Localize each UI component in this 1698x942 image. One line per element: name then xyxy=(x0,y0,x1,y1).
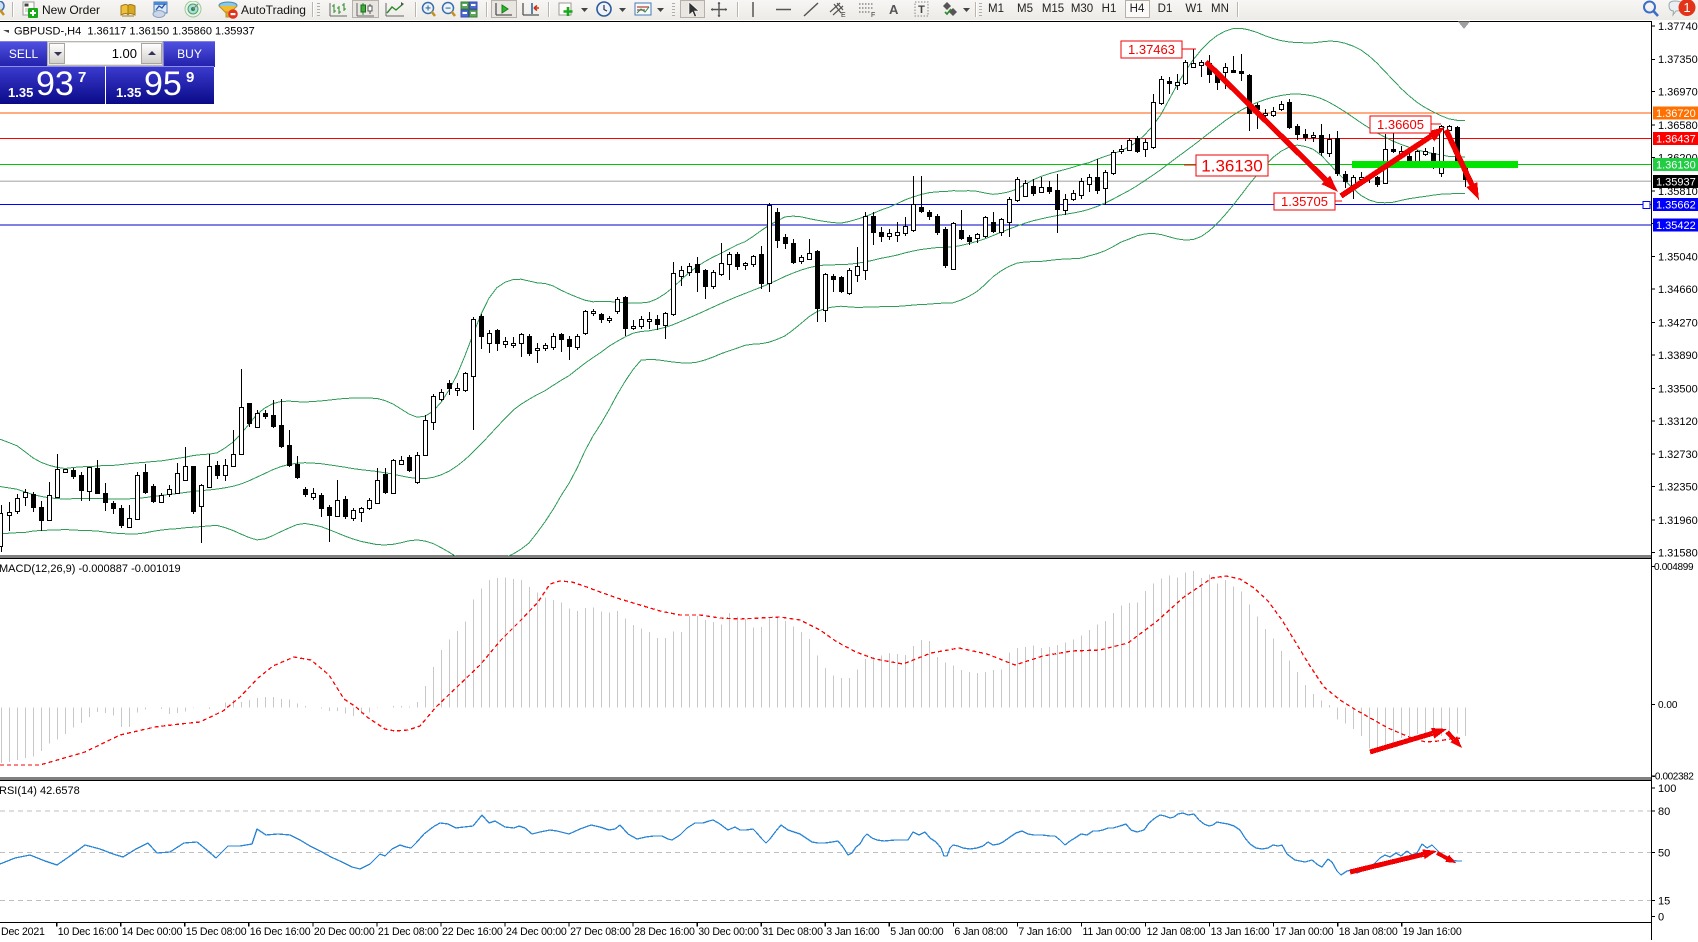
svg-text:1.35810: 1.35810 xyxy=(1658,186,1698,198)
svg-text:1.35937: 1.35937 xyxy=(1656,176,1696,188)
svg-text:1.36437: 1.36437 xyxy=(1656,133,1696,145)
svg-text:15: 15 xyxy=(1658,896,1670,908)
svg-text:1.36605: 1.36605 xyxy=(1377,117,1424,132)
svg-text:1.37463: 1.37463 xyxy=(1128,42,1175,57)
svg-text:14 Dec 00:00: 14 Dec 00:00 xyxy=(122,926,183,938)
svg-text:12 Jan 08:00: 12 Jan 08:00 xyxy=(1147,926,1206,938)
svg-text:1: 1 xyxy=(1683,0,1690,15)
svg-text:11 Jan 00:00: 11 Jan 00:00 xyxy=(1083,926,1141,938)
svg-text:17 Jan 00:00: 17 Jan 00:00 xyxy=(1275,926,1334,938)
svg-text:GBPUSD-,H4 1.36117 1.36150 1.: GBPUSD-,H4 1.36117 1.36150 1.35860 1.359… xyxy=(14,26,255,38)
svg-text:MACD(12,26,9) -0.000887 -0.001: MACD(12,26,9) -0.000887 -0.001019 xyxy=(0,563,181,575)
svg-text:1.33500: 1.33500 xyxy=(1658,383,1698,395)
svg-text:1.35662: 1.35662 xyxy=(1656,200,1696,212)
svg-text:6 Jan 08:00: 6 Jan 08:00 xyxy=(954,926,1007,938)
svg-text:50: 50 xyxy=(1658,847,1670,859)
svg-text:1.31960: 1.31960 xyxy=(1658,515,1698,527)
svg-text:-0.002382: -0.002382 xyxy=(1652,772,1694,783)
svg-text:24 Dec 00:00: 24 Dec 00:00 xyxy=(506,926,567,938)
svg-text:1.37740: 1.37740 xyxy=(1658,21,1698,33)
svg-text:1.35705: 1.35705 xyxy=(1281,194,1328,209)
svg-text:13 Jan 16:00: 13 Jan 16:00 xyxy=(1211,926,1270,938)
svg-text:16 Dec 16:00: 16 Dec 16:00 xyxy=(250,926,311,938)
svg-text:5 Jan 00:00: 5 Jan 00:00 xyxy=(890,926,943,938)
svg-text:Dec 2021: Dec 2021 xyxy=(1,926,45,938)
svg-text:22 Dec 16:00: 22 Dec 16:00 xyxy=(442,926,503,938)
svg-text:1.36720: 1.36720 xyxy=(1656,108,1696,120)
svg-text:1.36130: 1.36130 xyxy=(1656,159,1696,171)
svg-text:1.35422: 1.35422 xyxy=(1656,220,1696,232)
svg-text:+: + xyxy=(425,4,431,15)
svg-text:1.37350: 1.37350 xyxy=(1658,54,1698,66)
svg-text:30 Dec 00:00: 30 Dec 00:00 xyxy=(698,926,759,938)
svg-text:10 Dec 16:00: 10 Dec 16:00 xyxy=(58,926,119,938)
svg-text:0.00: 0.00 xyxy=(1658,700,1678,711)
svg-text:RSI(14) 42.6578: RSI(14) 42.6578 xyxy=(0,785,80,797)
svg-text:7 Jan 16:00: 7 Jan 16:00 xyxy=(1018,926,1071,938)
svg-text:1.36970: 1.36970 xyxy=(1658,87,1698,99)
svg-text:1.31580: 1.31580 xyxy=(1658,547,1698,559)
svg-text:100: 100 xyxy=(1658,783,1676,795)
svg-text:19 Jan 16:00: 19 Jan 16:00 xyxy=(1403,926,1462,938)
svg-text:31 Dec 08:00: 31 Dec 08:00 xyxy=(762,926,823,938)
svg-text:3 Jan 16:00: 3 Jan 16:00 xyxy=(826,926,879,938)
svg-text:21 Dec 08:00: 21 Dec 08:00 xyxy=(378,926,439,938)
svg-text:1.35040: 1.35040 xyxy=(1658,252,1698,264)
svg-text:0.004899: 0.004899 xyxy=(1654,562,1694,573)
svg-text:T: T xyxy=(918,4,925,16)
svg-text:1.36130: 1.36130 xyxy=(1201,157,1262,176)
svg-text:1.36580: 1.36580 xyxy=(1658,120,1698,132)
svg-text:1.34270: 1.34270 xyxy=(1658,318,1698,330)
svg-text:1.33890: 1.33890 xyxy=(1658,350,1698,362)
svg-text:E: E xyxy=(841,12,846,18)
svg-text:1.33120: 1.33120 xyxy=(1658,416,1698,428)
svg-text:F: F xyxy=(871,12,875,18)
svg-text:0: 0 xyxy=(1658,912,1664,924)
svg-text:1.32350: 1.32350 xyxy=(1658,482,1698,494)
svg-text:20 Dec 00:00: 20 Dec 00:00 xyxy=(314,926,375,938)
svg-text:80: 80 xyxy=(1658,806,1670,818)
svg-text:15 Dec 08:00: 15 Dec 08:00 xyxy=(186,926,247,938)
svg-text:18 Jan 08:00: 18 Jan 08:00 xyxy=(1339,926,1398,938)
svg-text:−: − xyxy=(445,4,451,15)
svg-text:28 Dec 16:00: 28 Dec 16:00 xyxy=(634,926,695,938)
svg-text:27 Dec 08:00: 27 Dec 08:00 xyxy=(570,926,631,938)
svg-text:1.32730: 1.32730 xyxy=(1658,449,1698,461)
svg-text:1.34660: 1.34660 xyxy=(1658,284,1698,296)
